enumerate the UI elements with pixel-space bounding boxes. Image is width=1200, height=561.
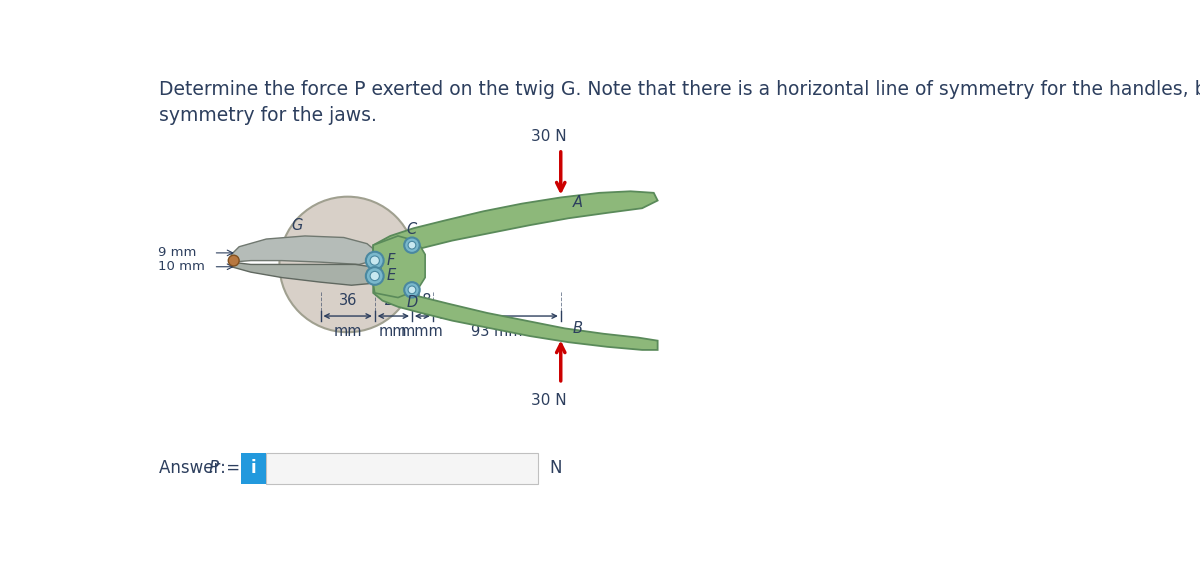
Polygon shape <box>373 191 658 262</box>
Text: =: = <box>221 459 246 477</box>
Text: Answer:: Answer: <box>160 459 232 477</box>
Polygon shape <box>373 284 658 350</box>
Text: E: E <box>386 269 396 283</box>
Polygon shape <box>232 236 377 264</box>
Text: mm: mm <box>334 324 362 339</box>
FancyBboxPatch shape <box>241 453 266 484</box>
Text: i: i <box>251 459 257 477</box>
Circle shape <box>228 255 239 266</box>
Text: P: P <box>209 459 218 477</box>
Text: 30 N: 30 N <box>532 393 566 408</box>
Text: N: N <box>550 459 562 477</box>
Text: 30 N: 30 N <box>532 128 566 144</box>
Text: mm: mm <box>379 324 408 339</box>
Text: A: A <box>572 195 582 210</box>
Circle shape <box>366 267 384 285</box>
Polygon shape <box>373 236 425 297</box>
Circle shape <box>404 282 420 297</box>
Text: 36: 36 <box>338 293 356 309</box>
Text: C: C <box>407 222 418 237</box>
Text: 9 mm: 9 mm <box>157 246 196 259</box>
Text: 10 mm: 10 mm <box>157 260 205 273</box>
Circle shape <box>370 272 379 280</box>
Text: F: F <box>386 253 395 268</box>
Polygon shape <box>232 262 377 285</box>
Circle shape <box>366 252 384 269</box>
Text: G: G <box>292 218 302 233</box>
Circle shape <box>370 256 379 265</box>
Text: 93 mm: 93 mm <box>472 324 522 339</box>
Text: B: B <box>572 321 582 336</box>
Text: 18: 18 <box>413 293 432 309</box>
Circle shape <box>404 237 420 253</box>
FancyBboxPatch shape <box>266 453 538 484</box>
Text: Determine the force P exerted on the twig G. Note that there is a horizontal lin: Determine the force P exerted on the twi… <box>160 80 1200 125</box>
Circle shape <box>408 286 416 294</box>
Text: D: D <box>407 296 418 310</box>
Text: mmm: mmm <box>401 324 444 339</box>
Text: 24: 24 <box>384 293 403 309</box>
Circle shape <box>280 197 416 332</box>
Circle shape <box>408 241 416 249</box>
